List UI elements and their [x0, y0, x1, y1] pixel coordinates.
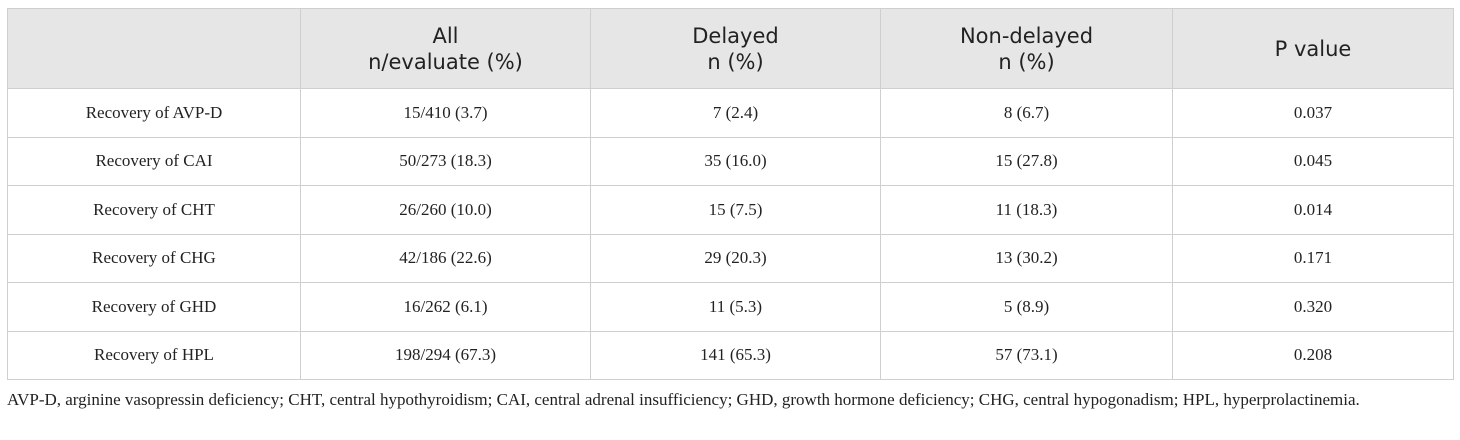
table-cell: Recovery of CAI	[7, 136, 301, 186]
header-line: P value	[1274, 36, 1352, 61]
table-cell: Recovery of HPL	[7, 330, 301, 380]
table-cell: 0.208	[1172, 330, 1454, 380]
header-line: n (%)	[998, 49, 1055, 74]
table-cell: 42/186 (22.6)	[300, 233, 591, 283]
table-cell: 7 (2.4)	[590, 88, 881, 138]
table-row: Recovery of AVP-D 15/410 (3.7) 7 (2.4) 8 (6…	[7, 88, 1454, 138]
table-cell: 15 (7.5)	[590, 185, 881, 235]
table-cell: Recovery of AVP-D	[7, 88, 301, 138]
table-cell: 0.045	[1172, 136, 1454, 186]
table-cell: 141 (65.3)	[590, 330, 881, 380]
table-cell: 5 (8.9)	[880, 282, 1173, 332]
table-cell: 15 (27.8)	[880, 136, 1173, 186]
table-row: Recovery of CAI 50/273 (18.3) 35 (16.0) 15 …	[7, 136, 1454, 186]
table-cell: 13 (30.2)	[880, 233, 1173, 283]
header-cell: Non-delayed n (%)	[880, 8, 1173, 89]
table-cell: Recovery of GHD	[7, 282, 301, 332]
header-line: n (%)	[707, 49, 764, 74]
header-line: Non-delayed	[959, 23, 1094, 48]
table-cell: 57 (73.1)	[880, 330, 1173, 380]
table-cell: 8 (6.7)	[880, 88, 1173, 138]
table-cell: 29 (20.3)	[590, 233, 881, 283]
table-cell: 11 (5.3)	[590, 282, 881, 332]
table-cell: 50/273 (18.3)	[300, 136, 591, 186]
table: All n/evaluate (%) Delayed n (%) Non-delayed…	[7, 8, 1454, 380]
header-row: All n/evaluate (%) Delayed n (%) Non-delayed…	[7, 8, 1454, 89]
header-cell	[7, 8, 301, 89]
table-row: Recovery of CHT 26/260 (10.0) 15 (7.5) 11 (…	[7, 185, 1454, 235]
table-cell: 16/262 (6.1)	[300, 282, 591, 332]
header-cell: Delayed n (%)	[590, 8, 881, 89]
table-cell: 0.171	[1172, 233, 1454, 283]
table-row: Recovery of CHG 42/186 (22.6) 29 (20.3) 13 …	[7, 233, 1454, 283]
table-cell: 15/410 (3.7)	[300, 88, 591, 138]
table-cell: 11 (18.3)	[880, 185, 1173, 235]
table-cell: Recovery of CHG	[7, 233, 301, 283]
table-wrap: All n/evaluate (%) Delayed n (%) Non-delayed…	[7, 8, 1454, 380]
table-cell: 0.037	[1172, 88, 1454, 138]
table-row: Recovery of GHD 16/262 (6.1) 11 (5.3) 5 (8.…	[7, 282, 1454, 332]
table-cell: Recovery of CHT	[7, 185, 301, 235]
header-line: n/evaluate (%)	[368, 49, 523, 74]
header-line: All	[432, 23, 459, 48]
table-cell: 26/260 (10.0)	[300, 185, 591, 235]
header-cell: P value	[1172, 8, 1454, 89]
table-cell: 35 (16.0)	[590, 136, 881, 186]
footnote: AVP-D, arginine vasopressin deficiency; …	[7, 390, 1360, 409]
table-row: Recovery of HPL 198/294 (67.3) 141 (65.3) 5…	[7, 330, 1454, 380]
header-cell: All n/evaluate (%)	[300, 8, 591, 89]
table-body: Recovery of AVP-D 15/410 (3.7) 7 (2.4) 8 (6…	[7, 88, 1454, 380]
table-cell: 0.320	[1172, 282, 1454, 332]
header-line: Delayed	[692, 23, 779, 48]
table-cell: 0.014	[1172, 185, 1454, 235]
table-cell: 198/294 (67.3)	[300, 330, 591, 380]
